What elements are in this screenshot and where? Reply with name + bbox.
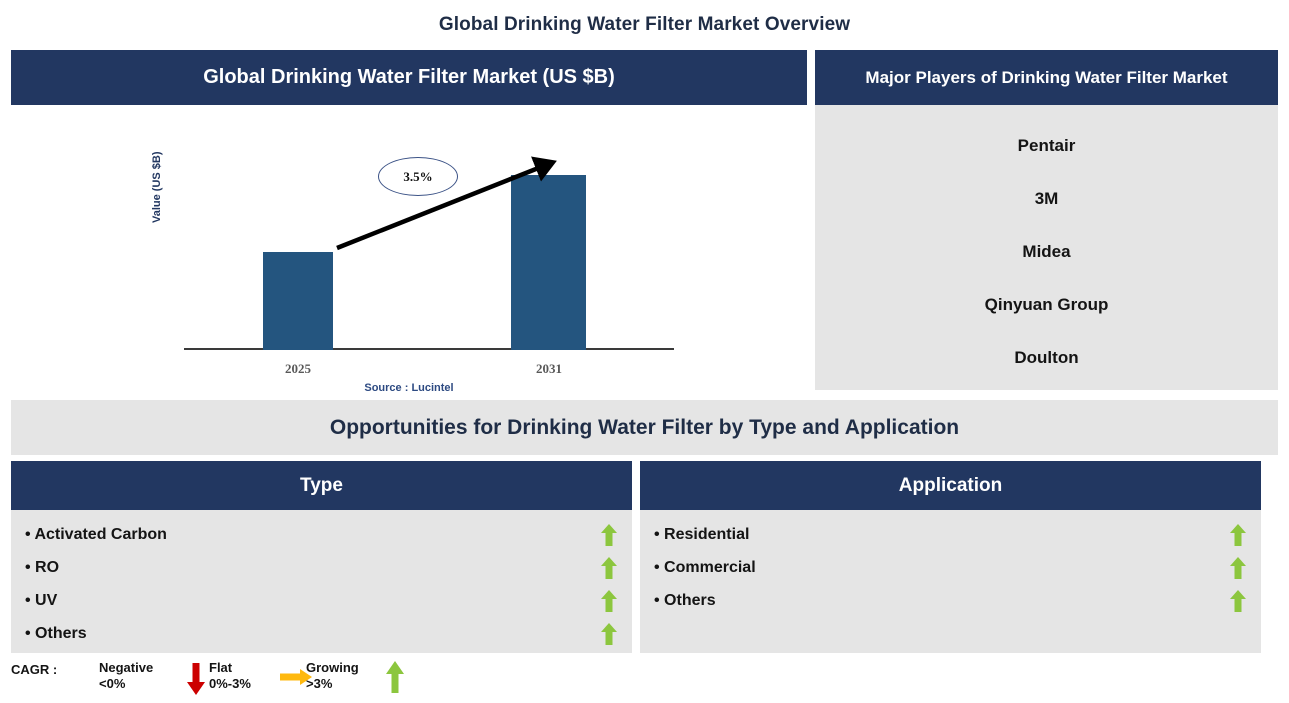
players-list: Pentair 3M Midea Qinyuan Group Doulton (815, 105, 1278, 390)
type-column: Type • Activated Carbon • RO • UV (11, 461, 632, 653)
list-item-label: • Activated Carbon (25, 526, 167, 543)
list-item-label: • RO (25, 559, 60, 576)
arrow-up-icon (385, 660, 405, 694)
chart-plot-area: 2025 2031 3.5% (171, 115, 674, 405)
opportunities-banner: Opportunities for Drinking Water Filter … (11, 400, 1278, 455)
application-column: Application • Residential • Commercial •… (640, 461, 1261, 653)
legend-range: 0%-3% (209, 676, 251, 691)
legend-range: >3% (306, 676, 333, 691)
arrow-up-icon (600, 622, 620, 646)
list-item: Doulton (1014, 348, 1079, 367)
type-column-header: Type (11, 461, 632, 510)
list-item: • Commercial (640, 551, 1261, 584)
legend-entry-negative: Negative <0% (99, 660, 153, 692)
top-row: Global Drinking Water Filter Market (US … (11, 50, 1278, 394)
source-note: Source : Lucintel (364, 382, 454, 394)
list-item: • Others (640, 584, 1261, 617)
bar-2031 (511, 175, 586, 350)
arrow-down-icon (186, 662, 206, 696)
list-item-label: • Others (25, 625, 87, 642)
list-item-label: • Others (654, 592, 716, 609)
legend-range: <0% (99, 676, 126, 691)
y-axis-label: Value (US $B) (151, 151, 163, 223)
opportunities-row: Type • Activated Carbon • RO • UV (11, 461, 1278, 653)
application-list: • Residential • Commercial • Others (640, 510, 1261, 617)
list-item-label: • UV (25, 592, 58, 609)
arrow-up-icon (600, 523, 620, 547)
type-list: • Activated Carbon • RO • UV • Others (11, 510, 632, 650)
players-panel-header: Major Players of Drinking Water Filter M… (815, 50, 1278, 105)
list-item: • Others (11, 617, 632, 650)
arrow-right-icon (279, 668, 313, 686)
x-axis-line (184, 348, 674, 350)
legend-entry-flat: Flat 0%-3% (209, 660, 251, 692)
legend-label: Flat (209, 660, 233, 675)
cagr-bubble: 3.5% (378, 157, 458, 196)
major-players-panel: Major Players of Drinking Water Filter M… (815, 50, 1278, 390)
list-item: • Activated Carbon (11, 518, 632, 551)
list-item: 3M (1034, 189, 1059, 208)
list-item-label: • Commercial (654, 559, 756, 576)
legend-label: Growing (306, 660, 359, 675)
market-chart-panel: Global Drinking Water Filter Market (US … (11, 50, 807, 394)
list-item: • RO (11, 551, 632, 584)
legend-label: Negative (99, 660, 154, 675)
cagr-legend: CAGR : Negative <0% Flat 0%-3% Growing >… (11, 660, 611, 700)
x-tick-2031: 2031 (536, 361, 562, 376)
application-column-header: Application (640, 461, 1261, 510)
arrow-up-icon (600, 589, 620, 613)
market-panel-header: Global Drinking Water Filter Market (US … (11, 50, 807, 105)
bar-chart: Value (US $B) 2025 2031 3.5% (11, 105, 807, 390)
cagr-legend-title: CAGR : (11, 662, 58, 677)
arrow-up-icon (600, 556, 620, 580)
list-item: Qinyuan Group (984, 295, 1109, 314)
list-item: Pentair (1017, 136, 1076, 155)
bar-2025 (263, 252, 333, 350)
arrow-up-icon (1229, 589, 1249, 613)
list-item: • Residential (640, 518, 1261, 551)
list-item-label: • Residential (654, 526, 750, 543)
x-tick-2025: 2025 (285, 361, 311, 376)
list-item: Midea (1022, 242, 1071, 261)
arrow-up-icon (1229, 523, 1249, 547)
list-item: • UV (11, 584, 632, 617)
arrow-up-icon (1229, 556, 1249, 580)
legend-entry-growing: Growing >3% (306, 660, 359, 692)
page-title: Global Drinking Water Filter Market Over… (438, 14, 851, 35)
